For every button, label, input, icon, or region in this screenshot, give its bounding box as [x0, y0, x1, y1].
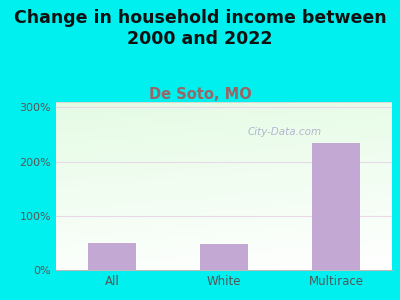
Bar — [88, 243, 136, 270]
Text: Change in household income between
2000 and 2022: Change in household income between 2000 … — [14, 9, 386, 48]
Text: City-Data.com: City-Data.com — [248, 127, 322, 137]
Bar — [312, 142, 360, 270]
Bar — [200, 244, 248, 270]
Text: De Soto, MO: De Soto, MO — [149, 87, 251, 102]
